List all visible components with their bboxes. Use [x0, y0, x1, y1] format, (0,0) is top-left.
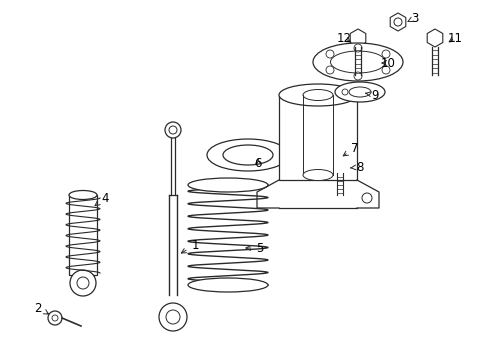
Text: 10: 10 [380, 57, 395, 69]
Text: 3: 3 [407, 12, 418, 24]
Text: 7: 7 [343, 141, 358, 156]
Ellipse shape [279, 84, 356, 106]
Polygon shape [427, 29, 442, 47]
Polygon shape [349, 29, 365, 47]
Circle shape [341, 89, 347, 95]
Circle shape [353, 44, 361, 52]
Ellipse shape [206, 139, 288, 171]
Circle shape [164, 122, 181, 138]
Ellipse shape [187, 178, 267, 192]
Ellipse shape [303, 90, 332, 100]
Ellipse shape [330, 51, 385, 73]
Bar [279, 95, 356, 180]
Text: 6: 6 [254, 157, 261, 170]
Ellipse shape [187, 278, 267, 292]
Ellipse shape [348, 87, 370, 97]
Ellipse shape [303, 170, 332, 180]
Text: 8: 8 [350, 161, 363, 174]
Text: 12: 12 [336, 32, 351, 45]
Circle shape [381, 50, 389, 58]
Circle shape [70, 270, 96, 296]
Circle shape [48, 311, 62, 325]
Text: 5: 5 [245, 242, 263, 255]
Circle shape [169, 126, 177, 134]
Circle shape [159, 303, 186, 331]
Circle shape [77, 277, 89, 289]
Text: 9: 9 [365, 89, 378, 102]
Ellipse shape [69, 190, 97, 199]
Circle shape [325, 66, 333, 74]
Text: 11: 11 [447, 32, 462, 45]
Circle shape [381, 66, 389, 74]
Text: 2: 2 [34, 302, 48, 315]
Ellipse shape [223, 145, 272, 165]
Circle shape [165, 310, 180, 324]
Polygon shape [332, 157, 346, 173]
Text: 1: 1 [181, 239, 198, 253]
Circle shape [353, 72, 361, 80]
Circle shape [361, 193, 371, 203]
Text: 4: 4 [95, 192, 108, 206]
Circle shape [52, 315, 58, 321]
Ellipse shape [312, 43, 402, 81]
Polygon shape [389, 13, 405, 31]
Circle shape [393, 18, 401, 26]
Bar [69, 195, 97, 275]
Circle shape [325, 50, 333, 58]
Ellipse shape [334, 82, 384, 102]
